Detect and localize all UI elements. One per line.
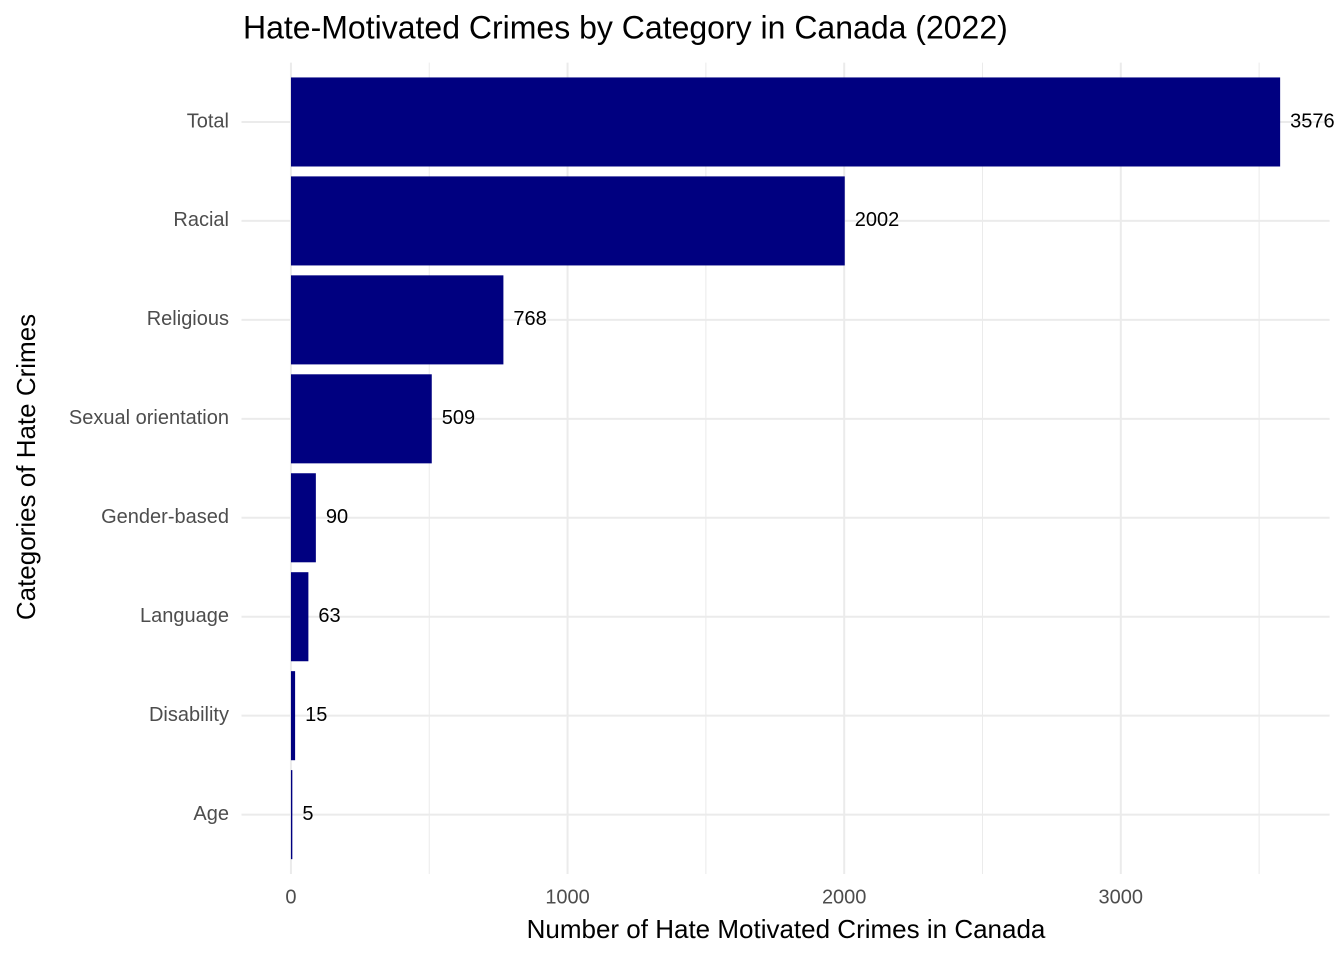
x-tick-label: 0 (285, 886, 296, 908)
value-label: 3576 (1290, 110, 1335, 132)
bar (290, 374, 432, 464)
y-tick-label: Disability (149, 704, 229, 726)
value-label: 15 (305, 704, 327, 726)
y-tick-label: Gender-based (101, 506, 229, 528)
value-label: 768 (513, 308, 546, 330)
x-tick-label: 1000 (545, 886, 590, 908)
y-axis-title: Categories of Hate Crimes (11, 314, 41, 620)
bar (290, 77, 1281, 167)
chart-title: Hate-Motivated Crimes by Category in Can… (243, 9, 1008, 45)
value-label: 90 (326, 506, 348, 528)
bar (290, 473, 316, 563)
y-tick-label: Racial (173, 209, 229, 231)
y-tick-label: Language (140, 605, 229, 627)
value-label: 2002 (855, 209, 900, 231)
value-label: 509 (442, 407, 475, 429)
x-axis-title: Number of Hate Motivated Crimes in Canad… (527, 914, 1046, 944)
y-tick-label: Sexual orientation (69, 407, 229, 429)
x-tick-label: 3000 (1099, 886, 1144, 908)
y-tick-label: Age (193, 803, 229, 825)
bar (290, 572, 309, 662)
value-label: 63 (318, 605, 340, 627)
value-label: 5 (302, 803, 313, 825)
bar (290, 671, 296, 761)
y-tick-label: Religious (147, 308, 229, 330)
y-tick-label: Total (187, 110, 229, 132)
x-tick-label: 2000 (822, 886, 867, 908)
bar (290, 275, 504, 365)
bar (290, 176, 845, 266)
bar (290, 770, 293, 860)
